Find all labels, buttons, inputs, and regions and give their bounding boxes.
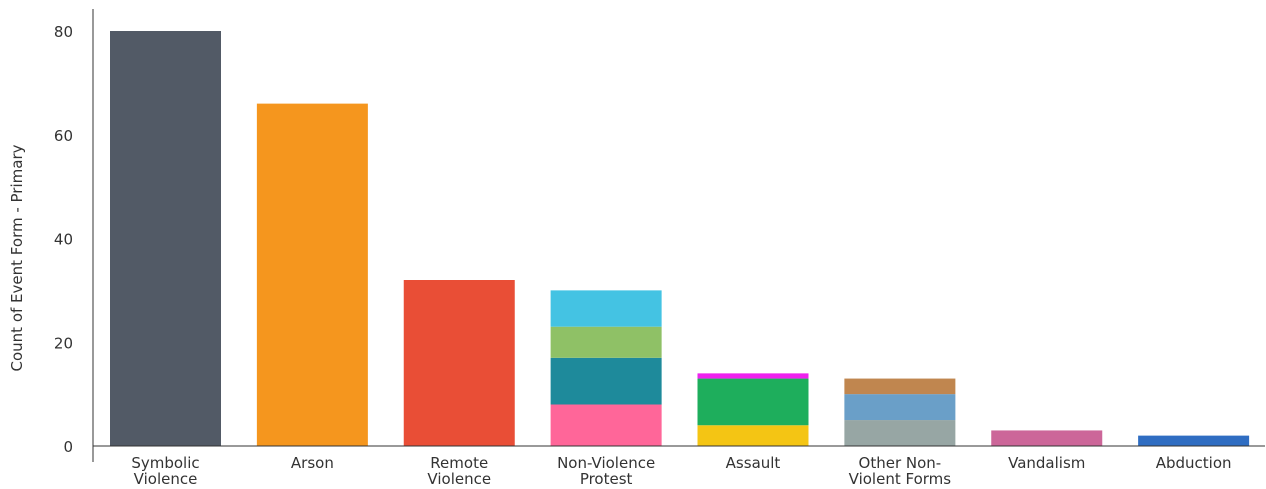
bar-segment [256,103,368,446]
category-label-line: Vandalism [1008,454,1085,472]
bar-stack [844,378,956,446]
category-label: Vandalism [1008,454,1085,472]
bar-stack [110,31,221,446]
category-label-line: Violence [427,470,491,488]
category-label: Symbolic Violence [131,454,199,488]
category-label-line: Assault [726,454,781,472]
category-label-line: Other Non- [859,454,942,472]
category-label: Arson [291,454,334,472]
category-label-line: Symbolic [131,454,199,472]
y-tick-label: 40 [54,231,73,249]
category-label-line: Remote [430,454,488,472]
bar-stack [697,373,809,446]
category-label-line: Abduction [1156,454,1232,472]
category-label: Remote Violence [427,454,491,488]
bar-segment [844,420,956,446]
bar-segment [844,378,956,395]
category-label-line: Non-Violence [557,454,655,472]
bar-segment [550,404,662,446]
y-axis-ticks: 0 20 40 60 80 [54,23,73,456]
category-label: Non-Violence Protest [557,454,655,488]
y-tick-label: 20 [54,334,73,352]
category-label-line: Violent Forms [849,470,952,488]
y-tick-label: 0 [63,438,73,456]
bar-segment [550,357,662,405]
bar-segment [550,326,662,358]
bar-stack [550,290,662,446]
y-tick-label: 80 [54,23,73,41]
bar-segment [697,373,809,379]
y-tick-label: 60 [54,127,73,145]
bar-segment [697,378,809,426]
category-label: Assault [726,454,781,472]
bar-stack [256,103,368,446]
bar-segment [844,394,956,421]
bar-segment [550,290,662,327]
bar-segment [403,280,515,446]
y-axis-title: Count of Event Form - Primary [8,144,26,371]
category-label-line: Arson [291,454,334,472]
bar-segment [991,430,1103,446]
category-label: Other Non-Violent Forms [849,454,952,488]
category-label-line: Violence [134,470,198,488]
category-label-line: Protest [580,470,633,488]
bar-segment [697,425,809,446]
bar-segment [110,31,221,446]
bar-stack [1138,435,1250,446]
bar-segment [1138,435,1250,446]
category-label: Abduction [1156,454,1232,472]
bars [110,31,1250,446]
bar-stack [991,430,1103,446]
bar-stack [403,280,515,446]
